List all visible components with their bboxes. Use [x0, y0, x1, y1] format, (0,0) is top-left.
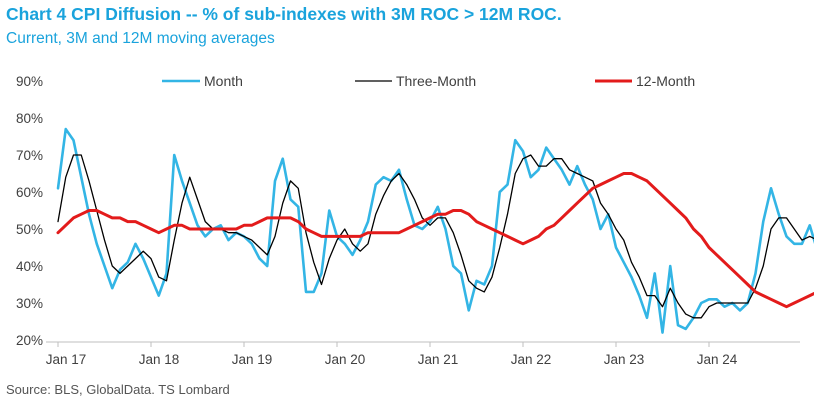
y-tick-label: 60% — [16, 185, 43, 200]
y-tick-label: 80% — [16, 111, 43, 126]
x-tick-label: Jan 21 — [418, 352, 459, 367]
x-tick-label: Jan 17 — [46, 352, 87, 367]
x-tick-label: Jan 22 — [511, 352, 552, 367]
legend: Month Three-Month 12-Month — [162, 73, 695, 89]
twelve-month-legend-label: 12-Month — [636, 73, 695, 89]
x-tick-label: Jan 24 — [697, 352, 738, 367]
three-month-series-line — [57, 154, 814, 319]
chart-title: Chart 4 CPI Diffusion -- % of sub-indexe… — [6, 4, 562, 24]
y-tick-label: 90% — [16, 74, 43, 89]
y-tick-label: 50% — [16, 222, 43, 237]
y-tick-label: 40% — [16, 259, 43, 274]
x-tick-label: Jan 19 — [232, 352, 273, 367]
x-axis-ticks: Jan 17 Jan 18 Jan 19 Jan 20 Jan 21 Jan 22 Jan … — [46, 342, 738, 367]
series-layer — [56, 127, 814, 334]
y-tick-label: 20% — [16, 333, 43, 348]
y-axis-ticks: 20% 30% 40% 50% 60% 70% 80% 90% — [16, 74, 43, 348]
y-tick-label: 30% — [16, 296, 43, 311]
month-series-line — [56, 127, 814, 334]
source-note: Source: BLS, GlobalData. TS Lombard — [6, 382, 230, 397]
chart-subtitle: Current, 3M and 12M moving averages — [6, 30, 275, 47]
month-legend-label: Month — [204, 73, 243, 89]
x-tick-label: Jan 20 — [325, 352, 366, 367]
x-tick-label: Jan 23 — [604, 352, 645, 367]
y-tick-label: 70% — [16, 148, 43, 163]
three-month-legend-label: Three-Month — [396, 73, 476, 89]
twelve-month-series-line — [56, 172, 814, 309]
x-tick-label: Jan 18 — [139, 352, 180, 367]
